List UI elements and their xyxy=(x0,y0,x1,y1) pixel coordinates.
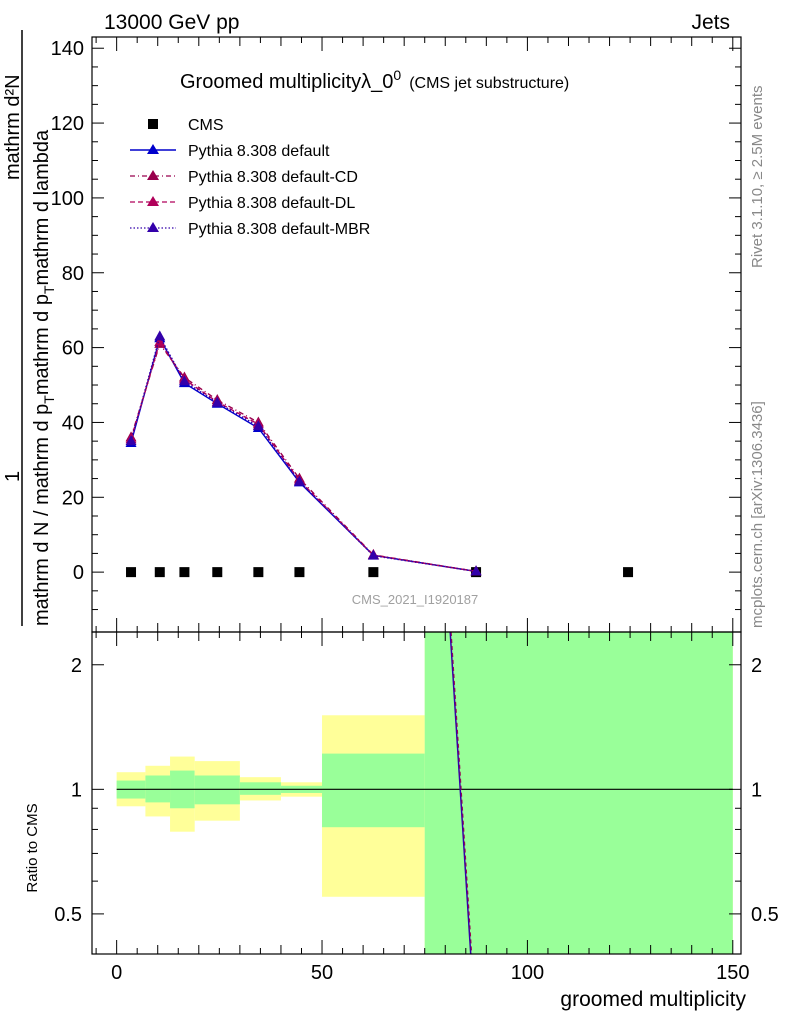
legend-item-dl: Pythia 8.308 default-DL xyxy=(130,195,355,212)
header-right: Jets xyxy=(691,11,730,34)
ylabel-den: mathrm d N / mathrm d pTmathrm d pTmathr… xyxy=(31,129,57,626)
cms-data-point xyxy=(623,567,634,578)
rivet-label: Rivet 3.1.10, ≥ 2.5M events xyxy=(749,86,766,269)
legend-label-cms: CMS xyxy=(188,117,224,134)
ratio-line-variants xyxy=(450,631,473,955)
series-marker-4 xyxy=(293,475,305,486)
cms-data-point xyxy=(253,567,264,578)
legend-label-cd: Pythia 8.308 default-CD xyxy=(188,169,358,186)
header-left: 13000 GeV pp xyxy=(104,11,239,34)
y-tick-label: 0 xyxy=(73,562,84,584)
x-tick-label: 0 xyxy=(111,962,122,984)
cms-data-point xyxy=(212,567,223,578)
y-tick-label: 100 xyxy=(51,188,84,210)
main-ylabel: 1 mathrm d²N mathrm d N / mathrm d pTmat… xyxy=(2,30,57,626)
mcplots-label: mcplots.cern.ch [arXiv:1306.3436] xyxy=(749,401,766,628)
series-line-3 xyxy=(130,340,477,573)
legend-item-cd: Pythia 8.308 default-CD xyxy=(130,169,358,186)
legend-item-mbr: Pythia 8.308 default-MBR xyxy=(130,221,370,238)
legend-triangle-marker xyxy=(147,222,159,232)
legend-label-dl: Pythia 8.308 default-DL xyxy=(188,195,355,212)
axes: 0 20 40 60 80 100 120 140 0 50 100 150 0.5 0.5 1 1 2 2 xyxy=(51,36,779,984)
ratio-y-tick-label-right: 2 xyxy=(751,655,762,677)
ylabel-num2: mathrm d²N xyxy=(2,74,24,180)
ratio-y-tick-label: 0.5 xyxy=(54,904,82,926)
x-tick-label: 50 xyxy=(311,962,333,984)
series-marker-4 xyxy=(211,396,223,407)
chart-title: Groomed multiplicityλ_00 (CMS jet substru… xyxy=(180,67,569,93)
cms-data-point xyxy=(179,567,190,578)
legend-triangle-marker xyxy=(147,170,159,180)
cms-data-point xyxy=(126,567,137,578)
ratio-bands xyxy=(116,632,733,954)
watermark: CMS_2021_I1920187 xyxy=(352,592,479,607)
y-tick-label: 140 xyxy=(51,38,84,60)
ratio-y-tick-label-right: 0.5 xyxy=(751,904,779,926)
legend-triangle-marker xyxy=(147,196,159,206)
y-tick-label: 120 xyxy=(51,113,84,135)
y-tick-label: 80 xyxy=(62,263,84,285)
legend-item-cms: CMS xyxy=(148,117,224,134)
legend: CMS Pythia 8.308 default Pythia 8.308 de… xyxy=(130,117,370,238)
legend-item-default: Pythia 8.308 default xyxy=(130,143,330,160)
ratio-y-tick-label: 1 xyxy=(71,779,82,801)
ratio-ylabel: Ratio to CMS xyxy=(24,803,41,892)
x-tick-label: 150 xyxy=(716,962,749,984)
series-marker-4 xyxy=(178,375,190,386)
cms-data-point xyxy=(154,567,165,578)
series-line-1 xyxy=(130,336,477,573)
series-marker-4 xyxy=(125,435,137,446)
series-marker-3 xyxy=(154,335,166,346)
series-marker-4 xyxy=(367,549,379,560)
ratio-line-default xyxy=(449,631,472,955)
y-tick-label: 60 xyxy=(62,338,84,360)
cms-data-point xyxy=(368,567,379,578)
ratio-band-inner xyxy=(239,782,281,795)
legend-label-mbr: Pythia 8.308 default-MBR xyxy=(188,221,370,238)
ratio-frame xyxy=(91,631,742,955)
xlabel: groomed multiplicity xyxy=(560,988,746,1011)
main-series xyxy=(125,330,634,578)
ratio-band-inner xyxy=(322,753,425,828)
series-marker-4 xyxy=(154,330,166,341)
ylabel-num: 1 xyxy=(2,471,24,482)
series-marker-4 xyxy=(470,565,482,576)
x-tick-label: 100 xyxy=(511,962,544,984)
series-line-4 xyxy=(130,334,477,573)
series-marker-4 xyxy=(252,420,264,431)
ratio-y-tick-label-right: 1 xyxy=(751,779,762,801)
ratio-band-inner xyxy=(424,632,733,954)
legend-label-default: Pythia 8.308 default xyxy=(188,143,330,160)
legend-triangle-marker xyxy=(147,144,159,154)
y-tick-label: 40 xyxy=(62,412,84,434)
y-tick-label: 20 xyxy=(62,487,84,509)
series-line-2 xyxy=(130,342,477,573)
ratio-lines xyxy=(116,631,733,955)
ratio-y-tick-label: 2 xyxy=(71,655,82,677)
legend-square-marker xyxy=(148,119,158,129)
cms-data-point xyxy=(294,567,305,578)
